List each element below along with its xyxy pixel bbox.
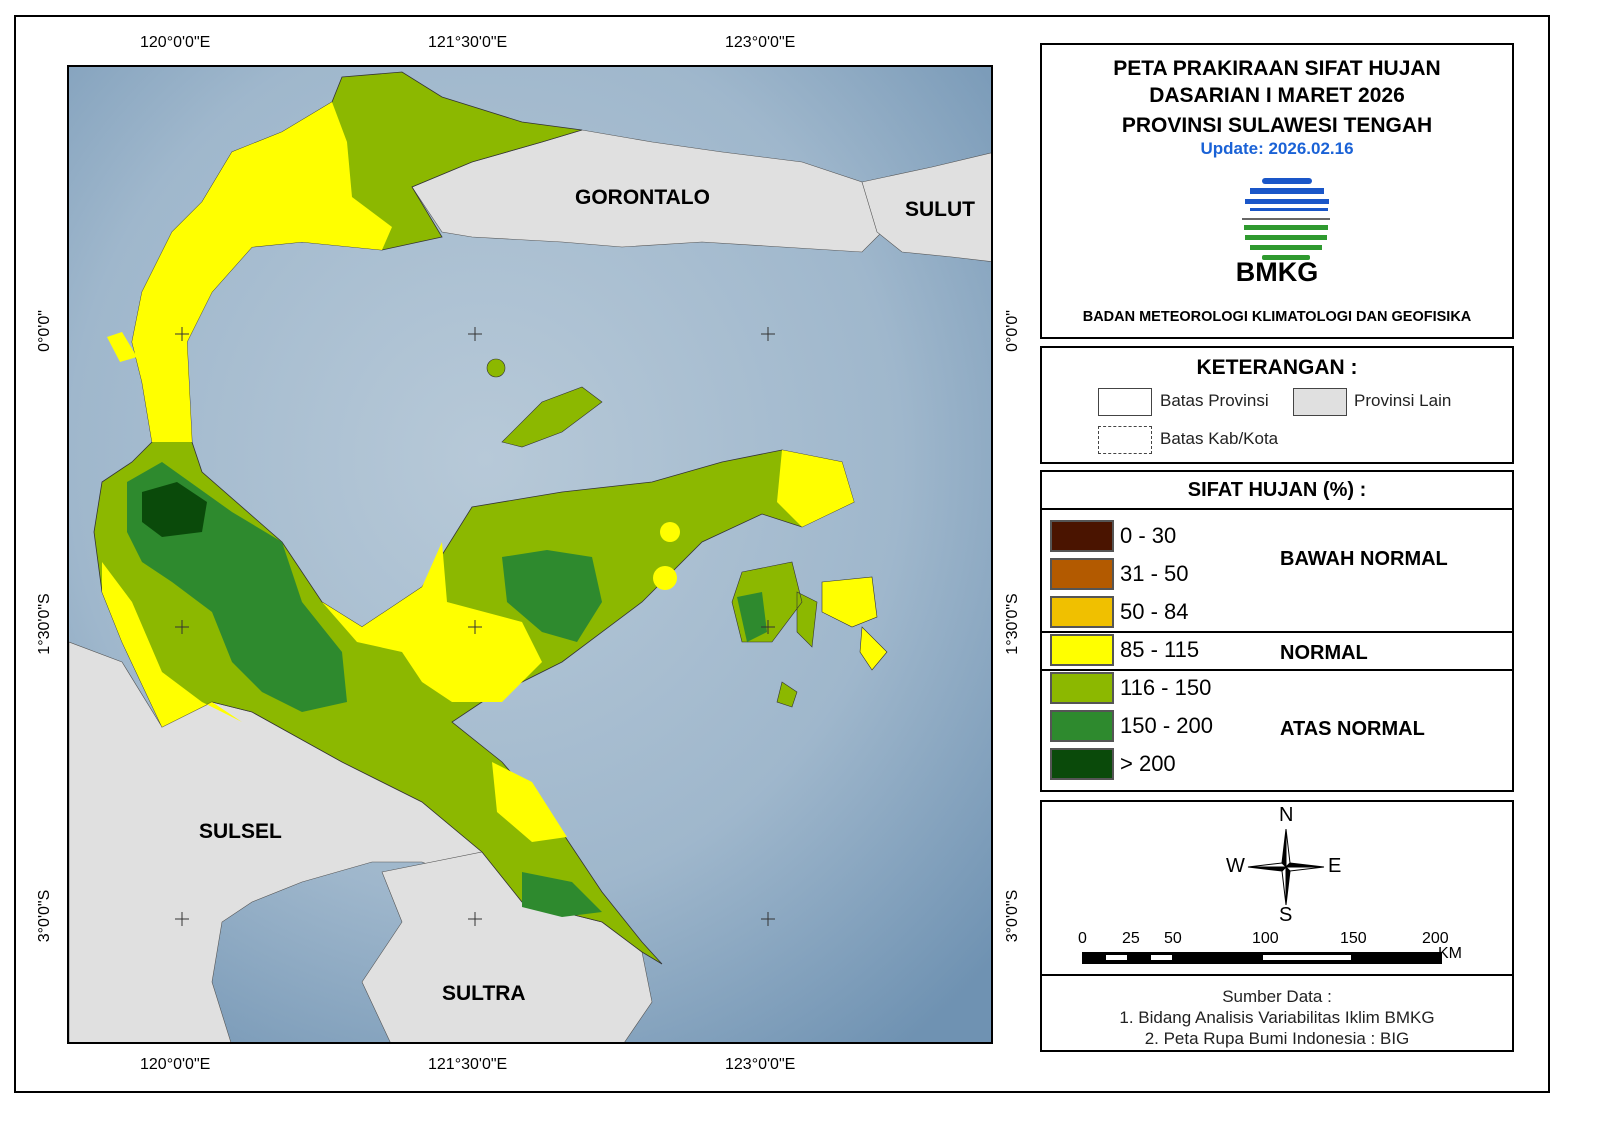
legend-range-label: 0 - 30 <box>1120 523 1177 548</box>
legend-range-label: 150 - 200 <box>1120 713 1213 738</box>
sulut-land <box>861 152 991 262</box>
bmkg-logo-text: BMKG <box>1235 257 1319 287</box>
title-line2: DASARIAN I MARET 2026 <box>1149 84 1405 107</box>
zone-normal-spot <box>660 522 680 542</box>
batas-provinsi-swatch <box>1098 388 1152 416</box>
zone-normal <box>102 562 242 727</box>
provinsi-lain-swatch <box>1293 388 1347 416</box>
zone-normal <box>322 542 542 702</box>
island-small <box>486 358 506 378</box>
keterangan-title: KETERANGAN : <box>1196 356 1358 379</box>
map-frame[interactable]: GORONTALO SULUT SULSEL SULTRA <box>67 65 993 1044</box>
legend-range-label: 85 - 115 <box>1120 637 1200 662</box>
sulteng-land <box>93 71 855 965</box>
lat-label-right: 0°0'0" <box>1004 310 1021 352</box>
legend-swatch <box>1050 634 1114 666</box>
title-panel: PETA PRAKIRAAN SIFAT HUJAN DASARIAN I MA… <box>1040 43 1514 339</box>
scale-tick-label: 25 <box>1122 930 1140 947</box>
batas-kab-swatch <box>1098 426 1152 454</box>
compass-s: S <box>1279 904 1293 926</box>
legend-swatch <box>1050 558 1114 590</box>
zone-normal-coast <box>107 332 137 362</box>
lat-label-right: 1°30'0"S <box>1004 593 1021 655</box>
label-sultra: SULTRA <box>442 982 526 1005</box>
compass-e: E <box>1328 855 1342 877</box>
compass-n: N <box>1279 804 1294 826</box>
legend-swatch <box>1050 672 1114 704</box>
legend-swatch <box>1050 748 1114 780</box>
north-arrow-icon <box>1247 828 1325 906</box>
label-gorontalo: GORONTALO <box>575 186 710 209</box>
lon-label-top: 121°30'0"E <box>428 34 508 51</box>
island-green <box>501 386 818 708</box>
lon-label-top: 123°0'0"E <box>725 34 796 51</box>
zone-atas-normal <box>502 550 602 642</box>
legend-title: SIFAT HUJAN (%) : <box>1187 479 1367 501</box>
legend-range-label: 116 - 150 <box>1120 675 1212 700</box>
agency-name: BADAN METEOROLOGI KLIMATOLOGI DAN GEOFIS… <box>1082 309 1472 325</box>
legend-range-label: 50 - 84 <box>1120 599 1189 624</box>
keterangan-panel: KETERANGAN : Batas Provinsi Provinsi Lai… <box>1040 346 1514 464</box>
group-normal: NORMAL <box>1280 642 1368 664</box>
zone-atas-normal <box>522 872 602 917</box>
scale-tick-label: 0 <box>1078 930 1087 947</box>
scale-tick-label: 150 <box>1340 930 1367 947</box>
lon-label-bottom: 120°0'0"E <box>140 1056 211 1073</box>
scale-tick-label: 50 <box>1164 930 1182 947</box>
lon-label-bottom: 121°30'0"E <box>428 1056 508 1073</box>
scale-tick-label: 100 <box>1252 930 1279 947</box>
update-date: Update: 2026.02.16 <box>1200 139 1354 158</box>
scale-bar <box>1082 952 1442 964</box>
provinsi-lain-label: Provinsi Lain <box>1354 391 1452 410</box>
scale-unit: KM <box>1438 945 1462 962</box>
source-line1: 1. Bidang Analisis Variabilitas Iklim BM… <box>1119 1008 1435 1027</box>
lon-label-bottom: 123°0'0"E <box>725 1056 796 1073</box>
scale-tick-label: 200 <box>1422 930 1449 947</box>
source-title: Sumber Data : <box>1222 987 1332 1006</box>
lat-label-left: 0°0'0" <box>36 310 53 352</box>
title-line1: PETA PRAKIRAAN SIFAT HUJAN <box>1113 57 1441 80</box>
zone-very-high <box>142 482 207 537</box>
label-sulut: SULUT <box>905 198 975 221</box>
zone-normal <box>492 762 567 842</box>
zone-normal <box>777 450 854 527</box>
zone-normal <box>132 102 392 442</box>
graticule-crosses <box>175 327 775 926</box>
outer-frame <box>14 15 1550 1093</box>
batas-kab-label: Batas Kab/Kota <box>1160 429 1279 448</box>
legend-range-label: 31 - 50 <box>1120 561 1189 586</box>
legend-swatch <box>1050 520 1114 552</box>
title-line3: PROVINSI SULAWESI TENGAH <box>1121 114 1433 137</box>
legend-swatch <box>1050 596 1114 628</box>
group-atas-normal: ATAS NORMAL <box>1280 718 1425 740</box>
zone-normal-island <box>821 576 888 671</box>
group-bawah-normal: BAWAH NORMAL <box>1280 548 1448 570</box>
bmkg-logo-icon <box>1242 178 1330 260</box>
zone-normal-spot <box>653 566 677 590</box>
lat-label-right: 3°0'0"S <box>1004 889 1021 943</box>
lat-label-left: 3°0'0"S <box>36 889 53 943</box>
zone-atas-normal <box>737 592 767 642</box>
legend-range-label: > 200 <box>1120 751 1176 776</box>
source-line2: 2. Peta Rupa Bumi Indonesia : BIG <box>1144 1029 1410 1048</box>
compass-w: W <box>1226 855 1245 877</box>
legend-panel: SIFAT HUJAN (%) : 0 - 30 31 - 50 50 - 84 85… <box>1040 470 1514 792</box>
lon-label-top: 120°0'0"E <box>140 34 211 51</box>
lat-label-left: 1°30'0"S <box>36 593 53 655</box>
legend-swatch <box>1050 710 1114 742</box>
label-sulsel: SULSEL <box>199 820 282 843</box>
compass-scale-panel: N S W E 0 25 50 100 150 200 KM Sumber Data : … <box>1040 800 1514 1052</box>
map-canvas: GORONTALO SULUT SULSEL SULTRA <box>69 67 991 1042</box>
source-block: Sumber Data : 1. Bidang Analisis Variabi… <box>1042 986 1512 1049</box>
batas-provinsi-label: Batas Provinsi <box>1160 391 1269 410</box>
